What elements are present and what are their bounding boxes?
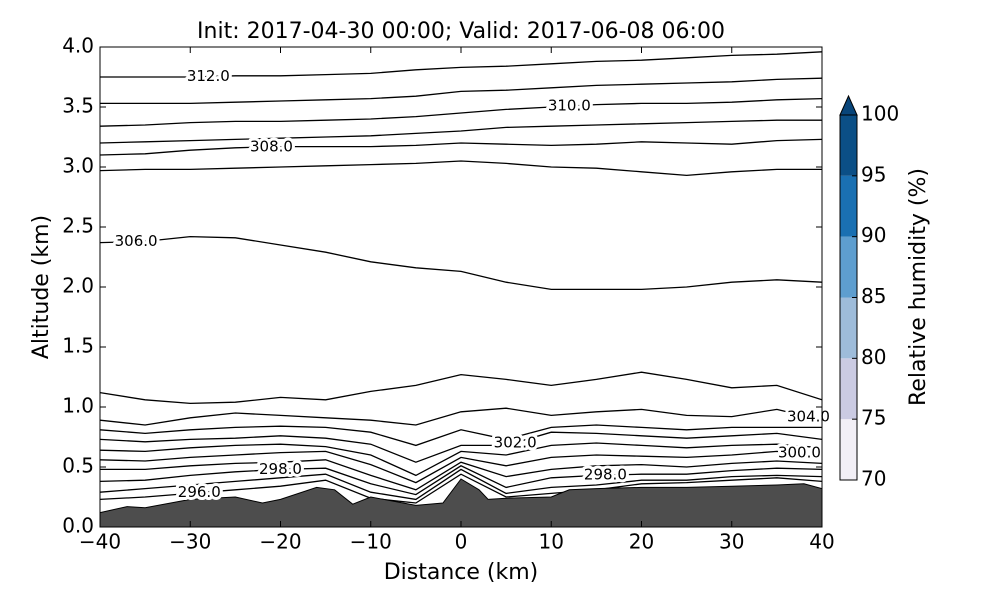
y-tick-label: 1.0 [62, 394, 94, 418]
colorbar-extend [839, 94, 858, 116]
y-tick-label: 0.0 [62, 514, 94, 538]
colorbar-tick-label: 80 [861, 345, 886, 369]
chart-title: Init: 2017-04-30 00:00; Valid: 2017-06-0… [197, 19, 725, 44]
y-tick-label: 3.0 [62, 154, 94, 178]
contour-line [100, 77, 822, 105]
colorbar-band [840, 115, 857, 176]
x-tick-label: −30 [169, 530, 211, 554]
y-axis-label: Altitude (km) [29, 215, 54, 359]
colorbar-tick-label: 70 [861, 467, 886, 491]
contour-line [100, 450, 822, 484]
y-tick-label: 1.5 [62, 334, 94, 358]
y-tick-label: 3.5 [62, 94, 94, 118]
colorbar-tick-label: 85 [861, 284, 886, 308]
contour-line [100, 407, 822, 426]
colorbar-band [840, 358, 857, 420]
contour-label: 306.0 [115, 232, 158, 250]
contour-label: 296.0 [178, 483, 221, 501]
contour-line [100, 371, 822, 405]
contour-label: 302.0 [494, 433, 537, 451]
contour-line [100, 468, 822, 501]
x-tick-label: 20 [629, 530, 654, 554]
y-tick-label: 0.5 [62, 454, 94, 478]
plot-frame [99, 46, 823, 528]
colorbar-tick-label: 75 [861, 406, 886, 430]
colorbar-tick-label: 100 [861, 102, 899, 126]
x-axis-label: Distance (km) [384, 560, 539, 585]
terrain [100, 478, 822, 527]
plot-area [100, 51, 822, 527]
contour-line [100, 97, 822, 127]
x-tick-label: −40 [79, 530, 121, 554]
contour-line [100, 459, 822, 491]
contour-label: 308.0 [250, 137, 293, 155]
contour-label: 298.0 [584, 466, 627, 484]
colorbar-tick-label: 90 [861, 223, 886, 247]
colorbar-band [840, 419, 857, 480]
y-tick-label: 4.0 [62, 34, 94, 58]
colorbar-band [840, 297, 857, 359]
contour-line [100, 51, 822, 78]
contour-line [100, 465, 822, 496]
contour-label: 312.0 [187, 67, 230, 85]
contour-label: 310.0 [548, 97, 591, 115]
contour-line [100, 160, 822, 177]
contour-line [100, 138, 822, 156]
y-tick-label: 2.0 [62, 274, 94, 298]
contour-line [100, 424, 822, 447]
x-tick-label: 40 [809, 530, 834, 554]
contour-line [100, 235, 822, 291]
colorbar-band [840, 175, 857, 237]
y-tick-label: 2.5 [62, 214, 94, 238]
x-tick-label: 0 [455, 530, 468, 554]
x-tick-label: 10 [539, 530, 564, 554]
colorbar-label: Relative humidity (%) [906, 168, 931, 406]
x-tick-label: 30 [719, 530, 744, 554]
contour-line [100, 119, 822, 144]
contour-label: 298.0 [259, 460, 302, 478]
x-tick-label: −20 [259, 530, 301, 554]
contour-label: 304.0 [787, 407, 830, 425]
colorbar-tick-label: 95 [861, 162, 886, 186]
contour-line [100, 442, 822, 477]
contour-line [100, 431, 822, 463]
x-tick-label: −10 [350, 530, 392, 554]
colorbar-band [840, 236, 857, 298]
contour-label: 300.0 [778, 444, 821, 462]
contour-line [100, 473, 822, 504]
